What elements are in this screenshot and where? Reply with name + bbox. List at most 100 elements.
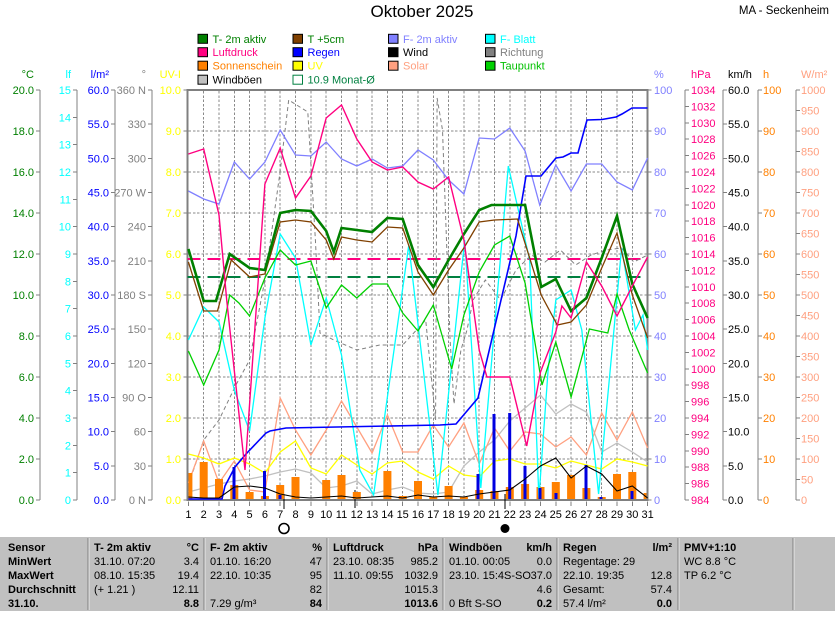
svg-text:600: 600 — [801, 249, 819, 261]
svg-text:20.0: 20.0 — [13, 85, 34, 97]
svg-text:0: 0 — [65, 495, 71, 507]
svg-text:1: 1 — [65, 468, 71, 480]
svg-text:5: 5 — [65, 358, 71, 370]
svg-text:7.0: 7.0 — [166, 208, 181, 220]
svg-text:990: 990 — [691, 446, 709, 458]
svg-text:8.8: 8.8 — [184, 598, 199, 610]
svg-text:8: 8 — [65, 276, 71, 288]
svg-text:0 N: 0 N — [129, 495, 146, 507]
svg-text:1.0: 1.0 — [166, 454, 181, 466]
svg-text:(+ 1.21 ): (+ 1.21 ) — [94, 584, 135, 596]
svg-text:1015.3: 1015.3 — [404, 584, 438, 596]
svg-text:57.4: 57.4 — [651, 584, 672, 596]
svg-text:0: 0 — [763, 495, 769, 507]
svg-text:25.0: 25.0 — [88, 324, 109, 336]
svg-text:22: 22 — [504, 509, 516, 521]
svg-text:50.0: 50.0 — [88, 153, 109, 165]
svg-text:Windböen: Windböen — [213, 75, 263, 87]
svg-text:20: 20 — [654, 413, 666, 425]
svg-text:50.0: 50.0 — [728, 153, 749, 165]
svg-text:400: 400 — [801, 331, 819, 343]
svg-text:10.0: 10.0 — [88, 427, 109, 439]
svg-text:T- 2m aktiv: T- 2m aktiv — [213, 34, 267, 46]
svg-text:1032: 1032 — [691, 101, 715, 113]
svg-text:3.0: 3.0 — [166, 372, 181, 384]
svg-text:55.0: 55.0 — [88, 119, 109, 131]
svg-text:50: 50 — [801, 475, 813, 487]
svg-text:30.0: 30.0 — [88, 290, 109, 302]
svg-text:90: 90 — [763, 126, 775, 138]
svg-text:15: 15 — [59, 85, 71, 97]
svg-text:7: 7 — [277, 509, 283, 521]
svg-text:1: 1 — [185, 509, 191, 521]
svg-text:35.0: 35.0 — [88, 256, 109, 268]
svg-text:95: 95 — [310, 570, 322, 582]
svg-text:28: 28 — [596, 509, 608, 521]
svg-text:270 W: 270 W — [114, 188, 146, 200]
svg-text:24: 24 — [534, 509, 546, 521]
svg-text:UV: UV — [308, 61, 324, 73]
svg-text:MA - Seckenheim: MA - Seckenheim — [739, 5, 829, 17]
svg-text:l/m²: l/m² — [652, 542, 672, 554]
svg-text:7.29 g/m³: 7.29 g/m³ — [210, 598, 257, 610]
svg-text:F- 2m aktiv: F- 2m aktiv — [210, 542, 268, 554]
svg-text:500: 500 — [801, 290, 819, 302]
svg-text:1024: 1024 — [691, 167, 715, 179]
svg-text:MinWert: MinWert — [8, 556, 52, 568]
svg-text:Windböen: Windböen — [449, 542, 502, 554]
svg-text:984: 984 — [691, 495, 709, 507]
svg-text:12: 12 — [351, 509, 363, 521]
svg-text:15.0: 15.0 — [728, 393, 749, 405]
svg-text:Wind: Wind — [403, 47, 428, 59]
svg-text:0 Bft S-SO: 0 Bft S-SO — [449, 598, 502, 610]
svg-text:50: 50 — [654, 290, 666, 302]
svg-text:11.10. 09:55: 11.10. 09:55 — [333, 570, 393, 582]
svg-text:1014: 1014 — [691, 249, 715, 261]
svg-text:23.10. 08:35: 23.10. 08:35 — [333, 556, 394, 568]
svg-text:0: 0 — [654, 495, 660, 507]
svg-text:01.10. 00:05: 01.10. 00:05 — [449, 556, 510, 568]
svg-text:120: 120 — [128, 358, 146, 370]
svg-text:40.0: 40.0 — [728, 222, 749, 234]
svg-text:Luftdruck: Luftdruck — [213, 47, 259, 59]
svg-text:40.0: 40.0 — [88, 222, 109, 234]
svg-text:4.6: 4.6 — [537, 584, 552, 596]
svg-text:47: 47 — [310, 556, 322, 568]
svg-text:12.8: 12.8 — [651, 570, 672, 582]
svg-text:4.0: 4.0 — [19, 413, 34, 425]
svg-text:350: 350 — [801, 352, 819, 364]
svg-text:lf: lf — [66, 69, 72, 81]
svg-text:1004: 1004 — [691, 331, 715, 343]
svg-text:11: 11 — [336, 509, 347, 521]
svg-text:40: 40 — [654, 331, 666, 343]
svg-text:150: 150 — [128, 324, 146, 336]
svg-text:18.0: 18.0 — [13, 126, 34, 138]
svg-text:20: 20 — [473, 509, 485, 521]
svg-text:1016: 1016 — [691, 233, 715, 245]
svg-text:1010: 1010 — [691, 282, 715, 294]
svg-text:992: 992 — [691, 429, 709, 441]
svg-text:0.0: 0.0 — [728, 495, 743, 507]
svg-text:900: 900 — [801, 126, 819, 138]
svg-text:90: 90 — [654, 126, 666, 138]
svg-text:40: 40 — [763, 331, 775, 343]
svg-text:60.0: 60.0 — [728, 85, 749, 97]
svg-text:1030: 1030 — [691, 118, 715, 130]
svg-text:4: 4 — [65, 386, 71, 398]
svg-text:Regentage: 29: Regentage: 29 — [563, 556, 635, 568]
svg-text:08.10. 15:35: 08.10. 15:35 — [94, 570, 155, 582]
svg-text:20.0: 20.0 — [88, 358, 109, 370]
svg-text:30: 30 — [134, 461, 146, 473]
svg-text:9.0: 9.0 — [166, 126, 181, 138]
svg-text:9: 9 — [65, 249, 71, 261]
svg-text:20.0: 20.0 — [728, 358, 749, 370]
svg-text:10: 10 — [320, 509, 332, 521]
svg-text:80: 80 — [654, 167, 666, 179]
svg-text:55.0: 55.0 — [728, 119, 749, 131]
svg-text:100: 100 — [763, 85, 781, 97]
svg-text:T +5cm: T +5cm — [308, 34, 345, 46]
svg-text:25: 25 — [550, 509, 562, 521]
svg-text:210: 210 — [128, 256, 146, 268]
svg-text:240: 240 — [128, 222, 146, 234]
svg-text:1013.6: 1013.6 — [404, 598, 438, 610]
